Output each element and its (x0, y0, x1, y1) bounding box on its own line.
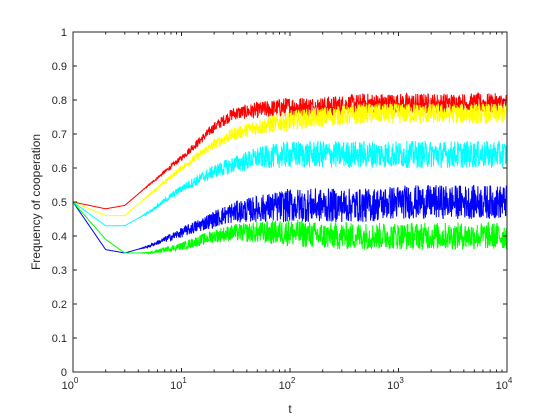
x-tick-exponent: 0 (74, 376, 79, 385)
x-tick-base: 10 (387, 380, 399, 392)
x-tick-exponent: 2 (291, 376, 296, 385)
y-tick-label: 0.4 (52, 231, 67, 243)
x-tick-base: 10 (170, 380, 182, 392)
x-tick-label: 103 (387, 376, 404, 392)
series-layer (72, 91, 508, 255)
x-tick-base: 10 (496, 380, 508, 392)
y-tick-label: 0.5 (52, 197, 67, 209)
y-tick-label: 1 (61, 27, 67, 39)
x-tick-exponent: 1 (182, 376, 187, 385)
x-tick-base: 10 (62, 380, 74, 392)
y-tick-label: 0 (61, 367, 67, 379)
x-tick-label: 100 (62, 376, 79, 392)
x-tick-label: 104 (496, 376, 513, 392)
x-tick-label: 102 (279, 376, 296, 392)
y-tick-label: 0.1 (52, 333, 67, 345)
x-axis-label: t (288, 402, 292, 416)
y-tick-label: 0.6 (52, 163, 67, 175)
y-tick-label: 0.7 (52, 129, 67, 141)
series-line-4 (72, 184, 508, 254)
x-tick-exponent: 4 (508, 376, 513, 385)
x-tick-base: 10 (279, 380, 291, 392)
series-line-5 (72, 201, 508, 255)
x-tick-label: 101 (170, 376, 187, 392)
y-tick-label: 0.3 (52, 265, 67, 277)
series-line-2 (72, 102, 508, 217)
x-tick-exponent: 3 (399, 376, 404, 385)
y-tick-label: 0.2 (52, 299, 67, 311)
y-tick-label: 0.9 (52, 61, 67, 73)
y-axis-label: Frequency of cooperation (29, 134, 43, 270)
y-tick-label: 0.8 (52, 95, 67, 107)
series-line-3 (72, 140, 508, 227)
